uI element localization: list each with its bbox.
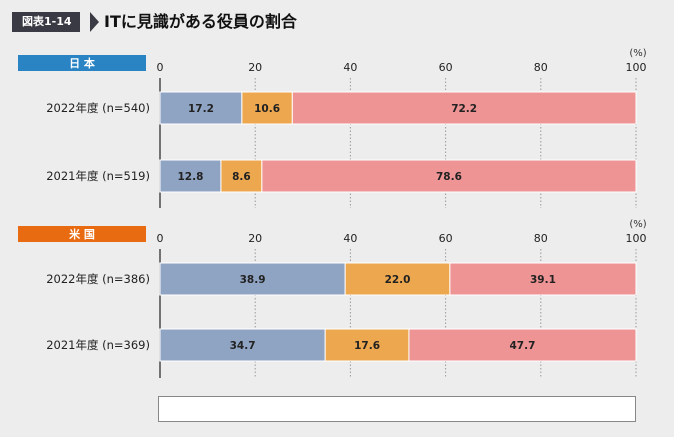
x-tick-label: 60 — [439, 232, 453, 245]
data-label: 17.2 — [188, 103, 214, 115]
figure-title: ITに見識がある役員の割合 — [104, 12, 297, 31]
bar-segment — [159, 262, 346, 296]
category-label: 2022年度 (n=540) — [46, 101, 150, 115]
panel-label: 日 本 — [69, 56, 95, 70]
data-label: 12.8 — [178, 171, 204, 183]
x-tick-label: 60 — [439, 61, 453, 74]
x-tick-label: 40 — [343, 232, 357, 245]
data-label: 47.7 — [510, 340, 536, 352]
x-tick-label: 80 — [534, 232, 548, 245]
data-label: 10.6 — [254, 103, 280, 115]
category-label: 2021年度 (n=369) — [46, 338, 150, 352]
figure-header: 図表1-14 ITに見識がある役員の割合 — [0, 0, 674, 40]
x-tick-label: 20 — [248, 61, 262, 74]
data-label: 8.6 — [232, 171, 251, 183]
panel-label: 米 国 — [68, 227, 95, 241]
axis-unit-label: (%) — [629, 219, 646, 230]
bar-segment — [324, 328, 410, 362]
x-tick-label: 20 — [248, 232, 262, 245]
legend-frame — [158, 396, 636, 422]
axis-unit-label: (%) — [629, 48, 646, 59]
category-label: 2022年度 (n=386) — [46, 272, 150, 286]
x-tick-label: 0 — [157, 232, 164, 245]
bar-segment — [449, 262, 637, 296]
category-label: 2021年度 (n=519) — [46, 169, 150, 183]
panel-label-box — [18, 55, 146, 71]
data-label: 72.2 — [451, 103, 477, 115]
data-label: 22.0 — [385, 274, 411, 286]
panel-label-box — [18, 226, 146, 242]
data-label: 78.6 — [436, 171, 462, 183]
x-tick-label: 0 — [157, 61, 164, 74]
data-label: 38.9 — [240, 274, 266, 286]
figure-number-tag: 図表1-14 — [12, 12, 80, 32]
bar-segment — [159, 328, 326, 362]
bar-segment — [291, 91, 637, 125]
x-tick-label: 40 — [343, 61, 357, 74]
x-tick-label: 100 — [626, 232, 647, 245]
x-tick-label: 100 — [626, 61, 647, 74]
bar-segment — [408, 328, 637, 362]
figure-tag-arrow-icon — [90, 12, 99, 32]
x-tick-label: 80 — [534, 61, 548, 74]
bar-segment — [159, 91, 243, 125]
bar-segment — [261, 159, 637, 193]
data-label: 34.7 — [230, 340, 256, 352]
data-label: 17.6 — [354, 340, 380, 352]
data-label: 39.1 — [530, 274, 556, 286]
bar-segment — [159, 159, 222, 193]
